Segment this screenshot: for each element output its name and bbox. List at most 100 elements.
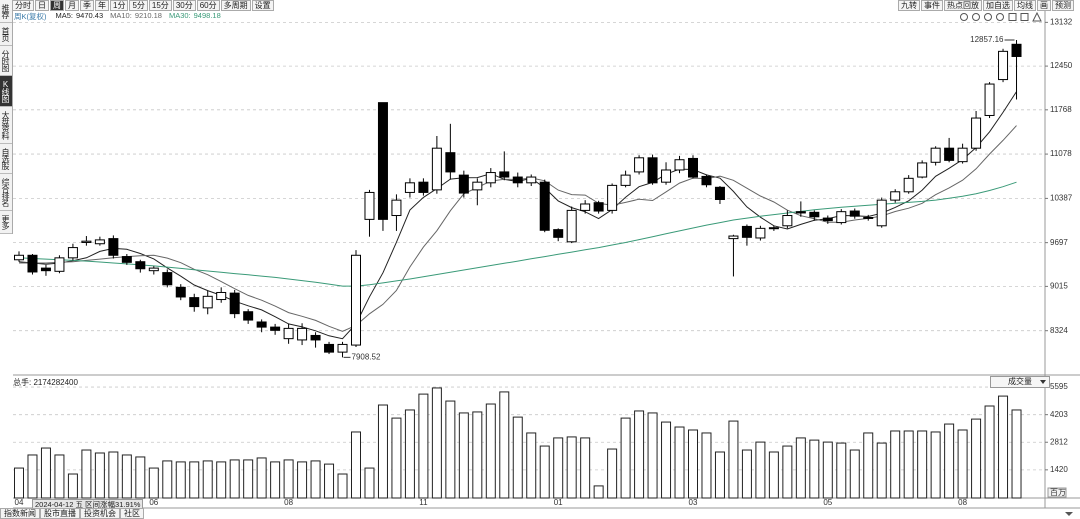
y-tick-label: 13132 <box>1050 17 1073 26</box>
bottom-tabs: 指数新闻 股市直播 投资机会 社区 <box>0 508 144 519</box>
candle-body <box>580 203 591 211</box>
volume-bar <box>14 467 24 499</box>
tool-button[interactable]: 事件 <box>921 0 943 11</box>
candle-body <box>54 257 65 272</box>
candle-body <box>27 254 38 273</box>
candle-body <box>782 215 793 227</box>
candle-body <box>701 175 712 186</box>
candle-body <box>539 181 550 231</box>
period-button[interactable]: 15分 <box>148 0 172 11</box>
candle-body <box>607 184 618 211</box>
period-button[interactable]: 设置 <box>251 0 274 11</box>
candle-body <box>714 186 725 200</box>
y-tick-label: 9015 <box>1050 281 1068 290</box>
period-button[interactable]: 60分 <box>196 0 220 11</box>
period-button[interactable]: 月 <box>65 0 79 11</box>
legend-name: MA5: <box>55 11 74 20</box>
period-button[interactable]: 多周期 <box>220 0 251 11</box>
period-button[interactable]: 30分 <box>172 0 196 11</box>
icon[interactable] <box>1020 13 1029 21</box>
volume-bar <box>809 439 820 499</box>
candle-body <box>108 238 119 256</box>
candle-body <box>391 199 402 217</box>
volume-bar <box>903 430 914 499</box>
volume-bar <box>310 460 321 499</box>
x-tick-label: 11 <box>419 498 428 507</box>
candle-body <box>229 292 240 315</box>
candle-body <box>94 239 105 245</box>
volume-bar <box>755 441 766 499</box>
period-button[interactable]: 年 <box>95 0 109 11</box>
candle-body <box>472 181 483 191</box>
candle-body <box>566 209 577 243</box>
tool-button[interactable]: 加自选 <box>983 0 1013 11</box>
icon[interactable] <box>960 13 968 21</box>
sidebar-tab[interactable]: 首页 <box>0 23 12 46</box>
sidebar-tab[interactable]: 分时图 <box>0 46 12 76</box>
candle-body <box>431 147 442 191</box>
bottom-tab[interactable]: 投资机会 <box>80 508 120 519</box>
volume-bar <box>94 452 105 499</box>
bottom-tab[interactable]: 股市直播 <box>40 508 80 519</box>
volume-bar <box>836 442 847 499</box>
sidebar-tab[interactable]: K线图 <box>0 76 12 107</box>
scroll-down-icon[interactable] <box>1065 512 1073 516</box>
candle-body <box>903 177 914 193</box>
icon[interactable] <box>1032 12 1042 22</box>
candle-body <box>688 157 698 178</box>
sidebar-tab[interactable]: 综合排名 <box>0 174 12 211</box>
period-button[interactable]: 季 <box>80 0 94 11</box>
volume-bar <box>863 432 874 499</box>
candle-body <box>256 321 267 328</box>
volume-bar <box>661 421 672 499</box>
tool-button[interactable]: 画 <box>1037 0 1051 11</box>
candle-body <box>795 211 806 214</box>
candle-body <box>944 147 955 161</box>
candle-body <box>512 176 523 184</box>
bottom-tab[interactable]: 指数新闻 <box>0 508 40 519</box>
period-button[interactable]: 分时 <box>12 0 34 11</box>
tool-button[interactable]: 九转 <box>898 0 920 11</box>
tool-button[interactable]: 预测 <box>1052 0 1074 11</box>
bottom-tab[interactable]: 社区 <box>120 508 144 519</box>
volume-bar <box>391 417 402 499</box>
period-button[interactable]: 日 <box>35 0 49 11</box>
sidebar-tab[interactable]: 更多 <box>0 211 12 234</box>
icon[interactable] <box>972 13 980 21</box>
period-button[interactable]: 1分 <box>110 0 129 11</box>
dropdown-icon <box>1040 380 1046 384</box>
candle-body <box>404 182 415 193</box>
candle-body <box>81 240 92 243</box>
candle-body <box>863 216 874 219</box>
icon[interactable] <box>984 13 992 21</box>
tool-button[interactable]: 均线 <box>1014 0 1036 11</box>
period-button[interactable]: 5分 <box>129 0 148 11</box>
legend-value: 9498.18 <box>193 11 221 20</box>
legend-name: MA10: <box>110 11 132 20</box>
candle-body <box>458 174 469 194</box>
icon[interactable] <box>1008 13 1017 21</box>
candle-body <box>148 267 159 272</box>
volume-bar <box>768 451 779 499</box>
candle-body <box>971 117 982 149</box>
candle-body <box>189 297 200 308</box>
volume-bar <box>984 405 995 499</box>
volume-bar <box>175 461 186 499</box>
icon[interactable] <box>996 13 1004 21</box>
candle-body <box>593 202 604 212</box>
sidebar-tab[interactable]: 大盘资料 <box>0 107 12 144</box>
sidebar-tab[interactable]: 自选股 <box>0 144 12 174</box>
candle-body <box>310 334 321 341</box>
ma-line <box>18 181 1017 287</box>
candle-body <box>162 272 173 286</box>
candle-body <box>243 311 254 321</box>
tool-button[interactable]: 热点回放 <box>944 0 982 11</box>
indicator-selector[interactable]: 成交量 <box>990 376 1050 388</box>
volume-bar <box>324 463 335 499</box>
candle-body <box>67 247 78 259</box>
sidebar-tab[interactable]: 推荐 <box>0 0 12 23</box>
y-tick-label: 10387 <box>1050 194 1073 203</box>
period-button[interactable]: 周 <box>50 0 64 11</box>
